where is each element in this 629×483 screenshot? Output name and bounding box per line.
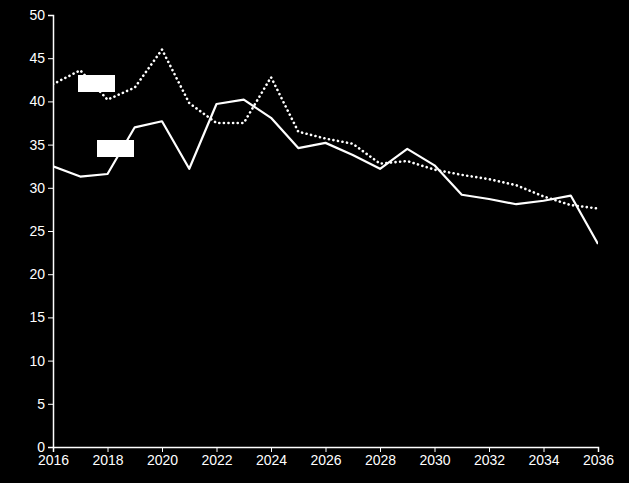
plot-area — [53, 50, 598, 244]
tick: 15 — [29, 309, 53, 325]
x-axis: 2016201820202022202420262028203020322034… — [38, 447, 614, 468]
tick: 2022 — [201, 447, 232, 468]
tick-label: 5 — [37, 396, 45, 412]
tick-label: 45 — [29, 50, 45, 66]
tick-mark — [48, 317, 53, 318]
tick: 35 — [29, 137, 53, 153]
tick-label: 10 — [29, 353, 45, 369]
tick: 2032 — [474, 447, 505, 468]
tick-label: 50 — [29, 7, 45, 23]
tick: 50 — [29, 7, 53, 23]
tick-mark — [48, 58, 53, 59]
tick: 25 — [29, 223, 53, 239]
tick-mark — [48, 404, 53, 405]
tick-label: 2028 — [365, 452, 396, 468]
axis-line — [48, 16, 54, 448]
legend-box — [97, 140, 134, 157]
tick-mark — [48, 15, 53, 16]
tick: 0 — [37, 439, 53, 455]
tick: 10 — [29, 353, 53, 369]
tick-mark — [48, 231, 53, 232]
tick-label: 25 — [29, 223, 45, 239]
chart: 2016201820202022202420262028203020322034… — [0, 0, 629, 483]
tick: 2028 — [365, 447, 396, 468]
series-line — [53, 50, 598, 209]
tick: 2018 — [92, 447, 123, 468]
tick-mark — [48, 188, 53, 189]
series-line — [53, 100, 598, 244]
tick: 2030 — [419, 447, 450, 468]
y-axis: 0 5 10 15 20 25 30 35 40 45 50 — [29, 7, 53, 455]
tick-mark — [48, 447, 53, 448]
tick: 20 — [29, 266, 53, 282]
legend-box — [78, 75, 115, 92]
tick-mark — [48, 361, 53, 362]
tick-mark — [48, 145, 53, 146]
tick-label: 2022 — [201, 452, 232, 468]
tick-label: 0 — [37, 439, 45, 455]
tick-label: 15 — [29, 309, 45, 325]
tick-label: 2032 — [474, 452, 505, 468]
tick: 5 — [37, 396, 53, 412]
tick: 2024 — [256, 447, 287, 468]
tick-label: 40 — [29, 93, 45, 109]
tick: 2026 — [310, 447, 341, 468]
tick-mark — [48, 274, 53, 275]
tick-label: 2018 — [92, 452, 123, 468]
tick-label: 2024 — [256, 452, 287, 468]
tick: 40 — [29, 93, 53, 109]
tick-label: 30 — [29, 180, 45, 196]
tick: 2034 — [528, 447, 559, 468]
tick: 30 — [29, 180, 53, 196]
tick: 2020 — [147, 447, 178, 468]
tick-label: 2034 — [528, 452, 559, 468]
tick-label: 2020 — [147, 452, 178, 468]
tick-label: 20 — [29, 266, 45, 282]
tick: 2036 — [583, 447, 614, 468]
tick-mark — [48, 101, 53, 102]
tick: 45 — [29, 50, 53, 66]
tick-label: 2030 — [419, 452, 450, 468]
tick-label: 2026 — [310, 452, 341, 468]
tick-label: 35 — [29, 137, 45, 153]
tick-label: 2036 — [583, 452, 614, 468]
background — [0, 0, 629, 483]
